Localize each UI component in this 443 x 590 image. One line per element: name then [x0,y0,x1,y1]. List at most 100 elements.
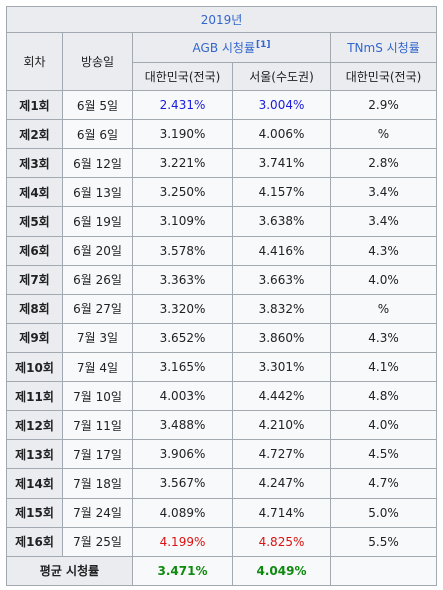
tnms-cell: 4.1% [329,351,438,383]
table-row: 제5회 6월 19일 3.109% 3.638% 3.4% [6,206,438,237]
table-row: 제11회 7월 10일 4.003% 4.442% 4.8% [6,381,438,412]
agb-nationwide-cell: 3.363% [132,264,233,295]
airdate-cell: 7월 18일 [62,468,133,499]
table-row: 제9회 7월 3일 3.652% 3.860% 4.3% [6,322,438,353]
episode-cell: 제14회 [6,468,63,499]
episode-cell: 제10회 [6,351,63,383]
tnms-cell: 4.3% [329,322,438,353]
average-tnms-cell [329,555,438,587]
episode-cell: 제11회 [6,381,63,412]
agb-seoul-cell: 4.416% [232,235,331,266]
table-row: 제6회 6월 20일 3.578% 4.416% 4.3% [6,235,438,266]
table-row: 제12회 7월 11일 3.488% 4.210% 4.0% [6,410,438,441]
episode-cell: 제2회 [6,119,63,150]
tnms-nationwide-subheader: 대한민국(전국) [329,62,438,91]
agb-seoul-cell: 3.638% [232,206,331,237]
airdate-cell: 6월 26일 [62,264,133,295]
table-row: 제16회 7월 25일 4.199% 4.825% 5.5% [6,526,438,557]
agb-seoul-cell: 4.006% [232,119,331,150]
episode-cell: 제12회 [6,410,63,441]
airdate-cell: 6월 5일 [62,89,133,121]
airdate-cell: 7월 11일 [62,410,133,441]
episode-cell: 제7회 [6,264,63,295]
summary-row: 평균 시청률 3.471% 4.049% [6,555,438,587]
agb-seoul-cell: 4.714% [232,497,331,528]
agb-seoul-cell: 3.832% [232,293,331,324]
tnms-cell: 3.4% [329,177,438,208]
tnms-cell: 4.5% [329,439,438,470]
agb-seoul-cell: 3.301% [232,351,331,383]
episode-cell: 제9회 [6,322,63,353]
average-agb-nationwide-cell: 3.471% [132,555,233,587]
ratings-table-container: 2019년 회차 방송일 AGB 시청률[1] TNmS 시청률 대한민국(전국… [5,6,438,587]
airdate-cell: 6월 27일 [62,293,133,324]
agb-nationwide-cell: 4.003% [132,381,233,412]
agb-nationwide-cell: 3.567% [132,468,233,499]
tnms-link[interactable]: TNmS 시청률 [347,41,420,55]
agb-nationwide-cell: 3.190% [132,119,233,150]
airdate-cell: 7월 25일 [62,526,133,557]
agb-nationwide-cell: 4.199% [132,526,233,557]
agb-nationwide-cell: 3.250% [132,177,233,208]
agb-nationwide-cell: 3.109% [132,206,233,237]
airdate-cell: 7월 24일 [62,497,133,528]
ratings-table-body: 제1회 6월 5일 2.431% 3.004% 2.9% 제2회 6월 6일 3.190% 4… [6,89,438,587]
tnms-cell: 2.8% [329,148,438,179]
tnms-cell: 5.5% [329,526,438,557]
agb-seoul-cell: 4.825% [232,526,331,557]
agb-nationwide-subheader: 대한민국(전국) [132,62,233,91]
table-row: 제13회 7월 17일 3.906% 4.727% 4.5% [6,439,438,470]
episode-cell: 제4회 [6,177,63,208]
airdate-cell: 6월 6일 [62,119,133,150]
agb-reference-link[interactable]: [1] [255,40,271,50]
table-row: 제15회 7월 24일 4.089% 4.714% 5.0% [6,497,438,528]
tnms-cell: 5.0% [329,497,438,528]
airdate-cell: 7월 4일 [62,351,133,383]
episode-column-header: 회차 [6,32,63,91]
agb-nationwide-cell: 3.578% [132,235,233,266]
table-row: 제4회 6월 13일 3.250% 4.157% 3.4% [6,177,438,208]
agb-nationwide-cell: 4.089% [132,497,233,528]
table-row: 제7회 6월 26일 3.363% 3.663% 4.0% [6,264,438,295]
tnms-cell: 3.4% [329,206,438,237]
tnms-cell: 2.9% [329,89,438,121]
agb-nationwide-cell: 3.165% [132,351,233,383]
episode-cell: 제6회 [6,235,63,266]
ratings-table: 2019년 회차 방송일 AGB 시청률[1] TNmS 시청률 대한민국(전국… [5,6,438,587]
airdate-cell: 7월 17일 [62,439,133,470]
agb-nationwide-cell: 3.320% [132,293,233,324]
tnms-column-header: TNmS 시청률 [329,32,438,63]
table-row: 제10회 7월 4일 3.165% 3.301% 4.1% [6,351,438,383]
table-row: 제2회 6월 6일 3.190% 4.006%% [6,119,438,150]
table-row: 제3회 6월 12일 3.221% 3.741% 2.8% [6,148,438,179]
airdate-cell: 6월 19일 [62,206,133,237]
average-rating-label: 평균 시청률 [6,555,133,587]
agb-nationwide-cell: 3.652% [132,322,233,353]
airdate-cell: 6월 13일 [62,177,133,208]
agb-seoul-cell: 3.004% [232,89,331,121]
table-row: 제14회 7월 18일 3.567% 4.247% 4.7% [6,468,438,499]
agb-seoul-cell: 4.727% [232,439,331,470]
tnms-cell: 4.0% [329,410,438,441]
episode-cell: 제1회 [6,89,63,121]
agb-nationwide-cell: 3.221% [132,148,233,179]
agb-nationwide-cell: 3.488% [132,410,233,441]
episode-cell: 제15회 [6,497,63,528]
episode-cell: 제3회 [6,148,63,179]
airdate-column-header: 방송일 [62,32,133,91]
tnms-cell: 4.0% [329,264,438,295]
agb-seoul-cell: 3.741% [232,148,331,179]
agb-link[interactable]: AGB 시청률 [192,41,255,55]
agb-seoul-cell: 4.210% [232,410,331,441]
agb-nationwide-cell: 2.431% [132,89,233,121]
episode-cell: 제13회 [6,439,63,470]
airdate-cell: 6월 12일 [62,148,133,179]
airdate-cell: 6월 20일 [62,235,133,266]
agb-seoul-cell: 3.860% [232,322,331,353]
tnms-cell: % [329,293,438,324]
agb-seoul-cell: 4.157% [232,177,331,208]
year-header: 2019년 [5,6,438,33]
agb-seoul-subheader: 서울(수도권) [232,62,331,91]
tnms-cell: 4.8% [329,381,438,412]
agb-column-header: AGB 시청률[1] [132,32,331,63]
